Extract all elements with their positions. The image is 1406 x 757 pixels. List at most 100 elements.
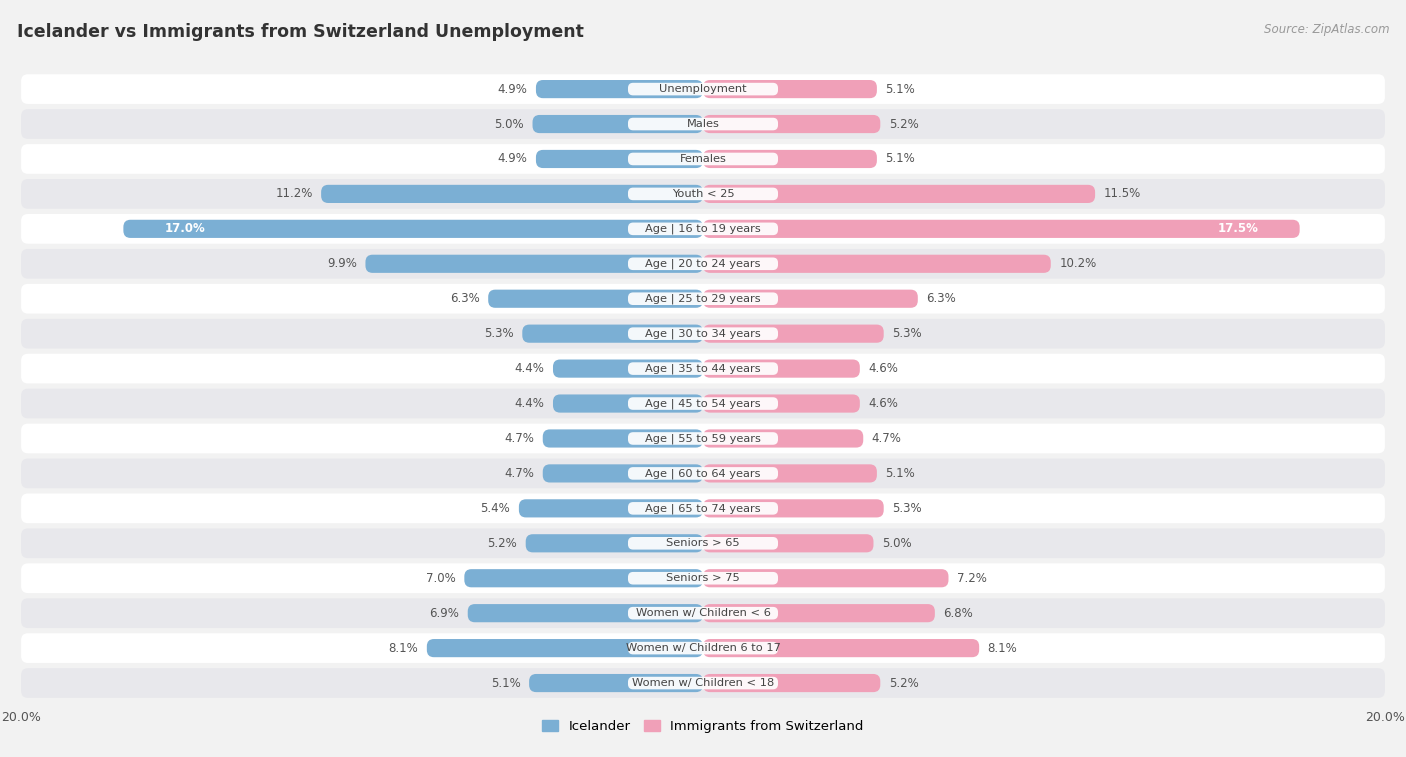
Text: 4.9%: 4.9%: [498, 152, 527, 166]
FancyBboxPatch shape: [703, 464, 877, 482]
Text: 17.5%: 17.5%: [1218, 223, 1258, 235]
Text: Unemployment: Unemployment: [659, 84, 747, 94]
Text: 5.3%: 5.3%: [893, 327, 922, 340]
Text: Seniors > 65: Seniors > 65: [666, 538, 740, 548]
Text: 5.1%: 5.1%: [491, 677, 520, 690]
FancyBboxPatch shape: [703, 429, 863, 447]
FancyBboxPatch shape: [628, 257, 778, 270]
FancyBboxPatch shape: [628, 642, 778, 654]
Text: 4.7%: 4.7%: [872, 432, 901, 445]
Text: 5.0%: 5.0%: [495, 117, 524, 130]
Text: Age | 35 to 44 years: Age | 35 to 44 years: [645, 363, 761, 374]
FancyBboxPatch shape: [366, 254, 703, 273]
FancyBboxPatch shape: [543, 464, 703, 482]
FancyBboxPatch shape: [21, 319, 1385, 348]
FancyBboxPatch shape: [21, 284, 1385, 313]
FancyBboxPatch shape: [21, 668, 1385, 698]
Text: Age | 65 to 74 years: Age | 65 to 74 years: [645, 503, 761, 513]
Text: 4.9%: 4.9%: [498, 83, 527, 95]
Text: Age | 60 to 64 years: Age | 60 to 64 years: [645, 468, 761, 478]
Legend: Icelander, Immigrants from Switzerland: Icelander, Immigrants from Switzerland: [537, 715, 869, 739]
FancyBboxPatch shape: [703, 604, 935, 622]
FancyBboxPatch shape: [21, 214, 1385, 244]
FancyBboxPatch shape: [703, 150, 877, 168]
FancyBboxPatch shape: [21, 528, 1385, 558]
FancyBboxPatch shape: [628, 83, 778, 95]
Text: Age | 20 to 24 years: Age | 20 to 24 years: [645, 259, 761, 269]
FancyBboxPatch shape: [628, 677, 778, 690]
Text: 10.2%: 10.2%: [1059, 257, 1097, 270]
Text: Seniors > 75: Seniors > 75: [666, 573, 740, 583]
FancyBboxPatch shape: [703, 569, 949, 587]
FancyBboxPatch shape: [703, 534, 873, 553]
FancyBboxPatch shape: [703, 185, 1095, 203]
Text: 7.2%: 7.2%: [957, 572, 987, 584]
FancyBboxPatch shape: [628, 327, 778, 340]
FancyBboxPatch shape: [522, 325, 703, 343]
FancyBboxPatch shape: [468, 604, 703, 622]
Text: 4.6%: 4.6%: [869, 362, 898, 375]
Text: 6.9%: 6.9%: [429, 606, 460, 620]
FancyBboxPatch shape: [628, 188, 778, 200]
FancyBboxPatch shape: [628, 397, 778, 410]
FancyBboxPatch shape: [703, 325, 884, 343]
Text: 5.2%: 5.2%: [889, 677, 918, 690]
FancyBboxPatch shape: [703, 394, 860, 413]
FancyBboxPatch shape: [536, 80, 703, 98]
FancyBboxPatch shape: [321, 185, 703, 203]
Text: Males: Males: [686, 119, 720, 129]
FancyBboxPatch shape: [427, 639, 703, 657]
FancyBboxPatch shape: [21, 388, 1385, 419]
FancyBboxPatch shape: [464, 569, 703, 587]
Text: 9.9%: 9.9%: [328, 257, 357, 270]
Text: 11.5%: 11.5%: [1104, 188, 1140, 201]
Text: 5.2%: 5.2%: [889, 117, 918, 130]
Text: 7.0%: 7.0%: [426, 572, 456, 584]
Text: Women w/ Children < 6: Women w/ Children < 6: [636, 608, 770, 618]
FancyBboxPatch shape: [628, 363, 778, 375]
Text: 17.0%: 17.0%: [165, 223, 205, 235]
FancyBboxPatch shape: [628, 467, 778, 480]
FancyBboxPatch shape: [526, 534, 703, 553]
FancyBboxPatch shape: [703, 639, 979, 657]
Text: 5.3%: 5.3%: [484, 327, 513, 340]
FancyBboxPatch shape: [628, 118, 778, 130]
Text: Icelander vs Immigrants from Switzerland Unemployment: Icelander vs Immigrants from Switzerland…: [17, 23, 583, 41]
FancyBboxPatch shape: [703, 360, 860, 378]
Text: 8.1%: 8.1%: [388, 642, 419, 655]
Text: Age | 16 to 19 years: Age | 16 to 19 years: [645, 223, 761, 234]
FancyBboxPatch shape: [628, 572, 778, 584]
FancyBboxPatch shape: [536, 150, 703, 168]
FancyBboxPatch shape: [21, 109, 1385, 139]
Text: 5.2%: 5.2%: [488, 537, 517, 550]
Text: 4.7%: 4.7%: [505, 432, 534, 445]
FancyBboxPatch shape: [21, 563, 1385, 593]
FancyBboxPatch shape: [533, 115, 703, 133]
Text: Youth < 25: Youth < 25: [672, 189, 734, 199]
FancyBboxPatch shape: [628, 502, 778, 515]
Text: 4.4%: 4.4%: [515, 362, 544, 375]
Text: 5.1%: 5.1%: [886, 152, 915, 166]
FancyBboxPatch shape: [21, 179, 1385, 209]
FancyBboxPatch shape: [553, 360, 703, 378]
Text: 11.2%: 11.2%: [276, 188, 312, 201]
FancyBboxPatch shape: [703, 115, 880, 133]
FancyBboxPatch shape: [628, 432, 778, 445]
FancyBboxPatch shape: [703, 80, 877, 98]
FancyBboxPatch shape: [628, 153, 778, 165]
FancyBboxPatch shape: [543, 429, 703, 447]
FancyBboxPatch shape: [553, 394, 703, 413]
FancyBboxPatch shape: [703, 290, 918, 308]
Text: 5.3%: 5.3%: [893, 502, 922, 515]
FancyBboxPatch shape: [703, 220, 1299, 238]
FancyBboxPatch shape: [21, 459, 1385, 488]
Text: Age | 55 to 59 years: Age | 55 to 59 years: [645, 433, 761, 444]
Text: Source: ZipAtlas.com: Source: ZipAtlas.com: [1264, 23, 1389, 36]
FancyBboxPatch shape: [529, 674, 703, 692]
FancyBboxPatch shape: [488, 290, 703, 308]
FancyBboxPatch shape: [628, 292, 778, 305]
FancyBboxPatch shape: [21, 74, 1385, 104]
FancyBboxPatch shape: [703, 674, 880, 692]
Text: Females: Females: [679, 154, 727, 164]
FancyBboxPatch shape: [703, 500, 884, 518]
